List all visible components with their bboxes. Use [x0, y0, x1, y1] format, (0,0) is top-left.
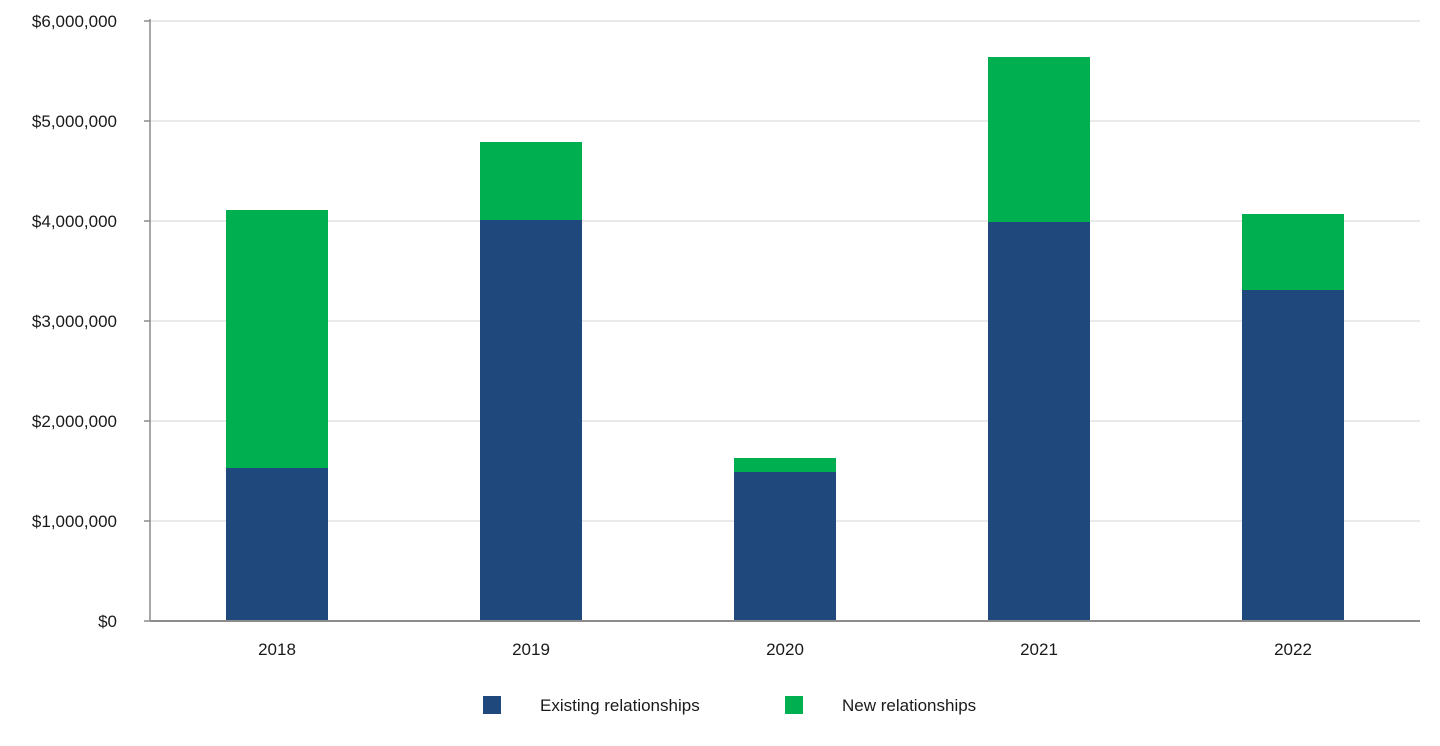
bar-2020-existing — [734, 472, 836, 621]
x-tick-label: 2021 — [1020, 640, 1058, 659]
y-tick-label: $1,000,000 — [32, 512, 117, 531]
y-tick-label: $6,000,000 — [32, 12, 117, 31]
axes — [144, 19, 1420, 622]
y-tick-label: $4,000,000 — [32, 212, 117, 231]
x-tick-label: 2022 — [1274, 640, 1312, 659]
x-tick-label: 2019 — [512, 640, 550, 659]
bar-2021-new — [988, 57, 1090, 222]
bar-2021-existing — [988, 222, 1090, 621]
bars — [226, 57, 1344, 621]
bar-2018-existing — [226, 468, 328, 621]
legend-swatch-new — [785, 696, 803, 714]
gridlines — [150, 20, 1420, 522]
legend-label-new: New relationships — [842, 696, 976, 715]
bar-2018-new — [226, 210, 328, 468]
y-tick-label: $0 — [98, 612, 117, 631]
legend-label-existing: Existing relationships — [540, 696, 700, 715]
x-tick-labels: 2018 2019 2020 2021 2022 — [258, 640, 1312, 659]
bar-2022-existing — [1242, 290, 1344, 621]
x-tick-label: 2018 — [258, 640, 296, 659]
bar-2019-existing — [480, 220, 582, 621]
legend: Existing relationships New relationships — [483, 696, 976, 715]
y-tick-label: $3,000,000 — [32, 312, 117, 331]
bar-2019-new — [480, 142, 582, 220]
bar-2022-new — [1242, 214, 1344, 290]
y-tick-label: $2,000,000 — [32, 412, 117, 431]
y-tick-label: $5,000,000 — [32, 112, 117, 131]
legend-swatch-existing — [483, 696, 501, 714]
x-tick-label: 2020 — [766, 640, 804, 659]
y-tick-labels: $0 $1,000,000 $2,000,000 $3,000,000 $4,000,0… — [32, 12, 117, 631]
bar-2020-new — [734, 458, 836, 472]
